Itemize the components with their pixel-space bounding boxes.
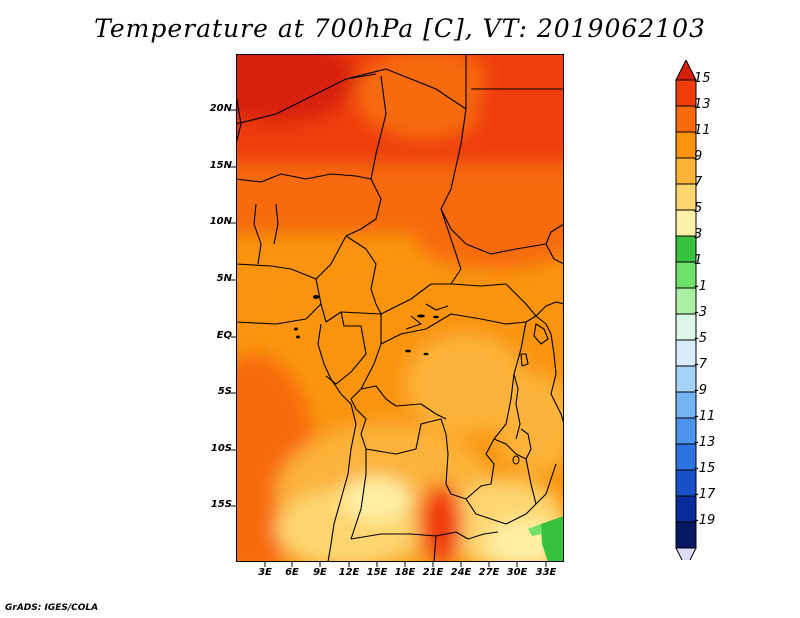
temperature-shading (236, 54, 564, 562)
map-panel (236, 54, 564, 562)
colorbar-label: 15 (694, 71, 711, 86)
colorbar-swatch (675, 261, 697, 289)
lon-label-9e: 9E (313, 567, 327, 578)
lat-label-10s: 10S (210, 443, 232, 454)
lon-label-27e: 27E (478, 567, 500, 578)
temp-zone-green-fringe (528, 524, 542, 536)
colorbar-swatch (675, 469, 697, 497)
colorbar-swatch (675, 313, 697, 341)
lon-label-6e: 6E (285, 567, 299, 578)
lon-label-30e: 30E (506, 567, 528, 578)
colorbar-top-arrow (675, 60, 697, 81)
colorbar-swatch (675, 183, 697, 211)
water-body-marks (294, 295, 520, 465)
temp-zone-south-3 (341, 477, 411, 521)
lon-label-18e: 18E (394, 567, 416, 578)
temp-zone-east-band (416, 209, 564, 269)
colorbar-swatch (675, 235, 697, 263)
lon-label-24e: 24E (450, 567, 472, 578)
colorbar-swatch (675, 339, 697, 367)
colorbar-swatch (675, 495, 697, 523)
temp-zone-northeast (476, 54, 564, 184)
colorbar-label: 7 (694, 175, 703, 190)
colorbar-swatch (675, 443, 697, 471)
colorbar-label: 9 (694, 149, 703, 164)
lat-label-15s: 15S (210, 499, 232, 510)
temp-zone-basin (406, 334, 526, 434)
colorbar-label: 3 (694, 227, 703, 242)
colorbar-label: 5 (694, 201, 703, 216)
temperature-map (236, 54, 564, 562)
lon-label-33e: 33E (535, 567, 557, 578)
temp-zone-south-hot (419, 484, 463, 562)
temp-zone-north-mid (356, 54, 496, 139)
colorbar-label: -3 (694, 305, 707, 320)
colorbar (675, 60, 697, 560)
colorbar-label: 1 (694, 253, 703, 268)
temp-zone-green-patch (541, 516, 564, 562)
colorbar-swatch (675, 287, 697, 315)
colorbar-label: -1 (694, 279, 707, 294)
colorbar-label: -17 (694, 487, 716, 502)
colorbar-swatch (675, 521, 697, 549)
lon-label-21e: 21E (422, 567, 444, 578)
colorbar-label: -15 (694, 461, 716, 476)
colorbar-label: -19 (694, 513, 716, 528)
footer-credit: GrADS: IGES/COLA (5, 603, 99, 613)
colorbar-swatch (675, 365, 697, 393)
colorbar-swatch (675, 391, 697, 419)
colorbar-label: -13 (694, 435, 716, 450)
country-borders (236, 54, 564, 562)
colorbar-label: -9 (694, 383, 707, 398)
colorbar-swatch (675, 131, 697, 159)
colorbar-label: -5 (694, 331, 707, 346)
temp-zone-northwest-hot (236, 54, 356, 124)
lat-label-10n: 10N (209, 216, 232, 227)
colorbar-swatch (675, 79, 697, 107)
lat-label-15n: 15N (209, 160, 232, 171)
lat-label-5n: 5N (216, 273, 232, 284)
map-frame (236, 54, 564, 562)
colorbar-label: 11 (694, 123, 711, 138)
colorbar-bottom-arrow (675, 547, 697, 560)
lat-label-20n: 20N (209, 103, 232, 114)
colorbar-label: 13 (694, 97, 711, 112)
colorbar-swatch (675, 105, 697, 133)
temp-zone-lakes (496, 374, 564, 474)
colorbar-label: -11 (694, 409, 716, 424)
lon-label-12e: 12E (338, 567, 360, 578)
map-title: Temperature at 700hPa [C], VT: 201906210… (94, 14, 706, 43)
lat-label-eq: EQ (216, 330, 232, 341)
colorbar-swatch (675, 417, 697, 445)
lon-label-15e: 15E (366, 567, 388, 578)
lat-label-5s: 5S (217, 386, 232, 397)
colorbar-label: -7 (694, 357, 707, 372)
lon-label-3e: 3E (258, 567, 272, 578)
colorbar-swatch (675, 209, 697, 237)
colorbar-swatch (675, 157, 697, 185)
